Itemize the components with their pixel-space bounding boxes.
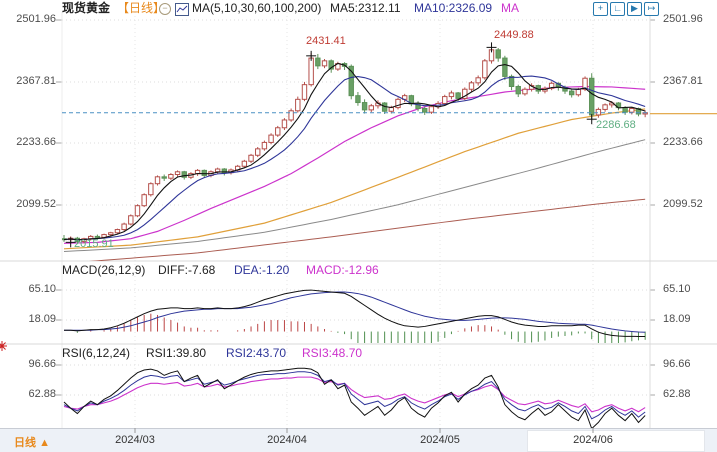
price-tick-left: 2501.96 [16, 13, 56, 25]
collapse-minus-icon[interactable]: − [159, 3, 171, 15]
macd-tick-left: 18.09 [28, 313, 56, 325]
rsi1-label: RSI1:39.80 [146, 346, 207, 360]
recent-low-annotation: 2286.68 [596, 119, 636, 131]
macd-tick-left: 65.10 [28, 283, 56, 295]
price-tick-right: 2501.96 [663, 13, 703, 25]
macd-tick-right: 65.10 [663, 283, 691, 295]
price-tick-right: 2367.81 [663, 75, 703, 87]
rsi-params-label: RSI(6,12,24) [62, 346, 131, 360]
rsi-tick-right: 96.66 [663, 358, 691, 370]
macd-diff-label: DIFF:-7.68 [158, 263, 216, 277]
ma10-value-label: MA10:2326.09 [414, 1, 493, 15]
axis-chart-icon[interactable]: ∟ [610, 2, 625, 16]
period-label: 日线 [14, 437, 36, 449]
period-low-annotation: 2015.91 [74, 238, 114, 250]
period-selector[interactable]: 日线 ▲ [14, 434, 50, 450]
rsi3-label: RSI3:48.70 [302, 346, 363, 360]
price-tick-right: 2099.52 [663, 198, 703, 210]
x-axis-label: 2024/05 [420, 434, 460, 446]
price-tick-right: 2233.66 [663, 136, 703, 148]
play-chart-icon[interactable]: ▶ [627, 2, 642, 16]
macd-tick-right: 18.09 [663, 313, 691, 325]
period-title: 【日线】 [117, 1, 166, 15]
indicator-chart-icon[interactable] [175, 3, 189, 16]
rsi-tick-right: 62.88 [663, 388, 691, 400]
local-high-annotation: 2431.41 [306, 35, 346, 47]
ma30-truncated-label: MA [501, 1, 519, 15]
x-axis-label: 2024/03 [115, 434, 155, 446]
macd-dea-label: DEA:-1.20 [234, 263, 290, 277]
ma5-value-label: MA5:2312.11 [330, 1, 401, 15]
price-tick-left: 2367.81 [16, 75, 56, 87]
price-tick-left: 2233.66 [16, 136, 56, 148]
rsi-tick-left: 62.88 [28, 388, 56, 400]
ma-group-label: MA(5,10,30,60,100,200) [192, 1, 322, 15]
macd-value-label: MACD:-12.96 [306, 263, 379, 277]
macd-params-label: MACD(26,12,9) [62, 263, 146, 277]
x-axis-label: 2024/06 [573, 434, 613, 446]
triangle-up-icon: ▲ [39, 437, 50, 449]
period-high-annotation: 2449.88 [494, 29, 534, 41]
price-tick-left: 2099.52 [16, 198, 56, 210]
rsi2-label: RSI2:43.70 [226, 346, 287, 360]
rsi-tick-left: 96.66 [28, 358, 56, 370]
symbol-title: 现货黄金 [62, 1, 111, 15]
step-forward-icon[interactable]: ↦ [644, 2, 659, 16]
time-axis-bar: 日线 ▲ 2024/03 2024/04 2024/05 2024/06 [0, 428, 717, 452]
x-axis-label: 2024/04 [267, 434, 307, 446]
crosshair-icon[interactable]: + [593, 2, 608, 16]
